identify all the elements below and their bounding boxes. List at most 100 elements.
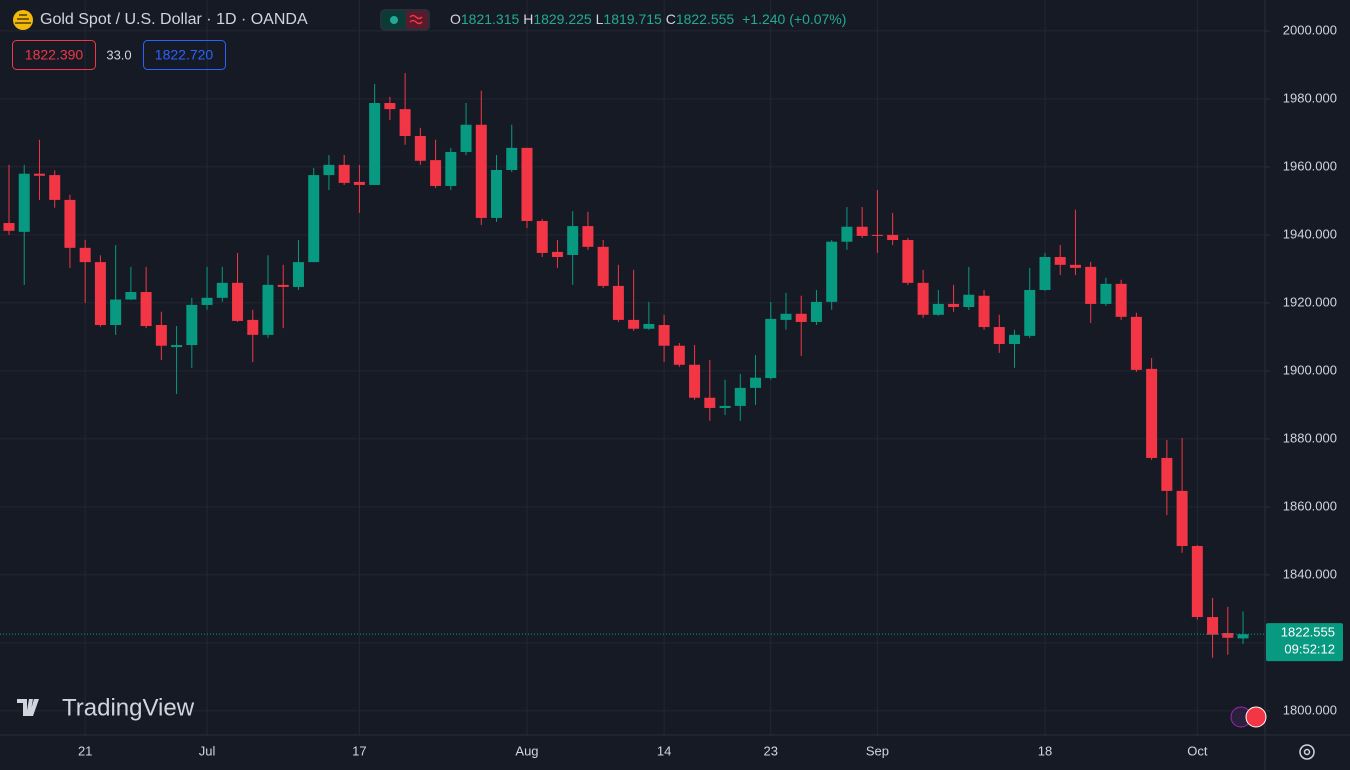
candle-body [948, 303, 960, 307]
candle-body [1039, 257, 1051, 290]
watermark[interactable]: TradingView [62, 694, 195, 721]
candle-body [369, 103, 381, 185]
status-icon [409, 14, 423, 25]
candle-body [353, 181, 365, 185]
y-tick-label: 1800.000 [1283, 702, 1337, 717]
candle-body [1009, 334, 1021, 345]
logo-mark [17, 699, 39, 716]
candle-body [871, 234, 883, 236]
candle-body [292, 262, 304, 287]
candle-body [460, 124, 472, 152]
x-tick-label: Sep [866, 743, 889, 758]
candle-body [521, 147, 533, 221]
candle-body [1130, 316, 1142, 370]
candle-body [247, 319, 259, 335]
candle-body [3, 223, 15, 231]
candle-body [64, 199, 76, 248]
candle-body [140, 292, 152, 327]
candle-body [414, 135, 426, 161]
candle-body [49, 175, 61, 200]
candle-body [932, 303, 944, 315]
last-price-label: 1822.555 [1281, 625, 1335, 640]
candle-body [216, 282, 228, 298]
last-price-box [1266, 623, 1343, 662]
x-tick-label: Aug [515, 743, 538, 758]
sell-price: 1822.390 [25, 47, 84, 63]
candle-body [491, 169, 503, 218]
candle-body [125, 292, 137, 300]
price-overlay: 1822.555 09:52:12 [0, 623, 1343, 662]
x-tick-label: 18 [1038, 743, 1052, 758]
chart-title[interactable]: Gold Spot / U.S. Dollar · 1D · OANDA [40, 11, 308, 28]
y-tick-label: 1860.000 [1283, 498, 1337, 513]
candle-body [628, 319, 640, 329]
x-tick-label: Jul [199, 743, 216, 758]
candle-body [1207, 617, 1219, 635]
candle-body [612, 285, 624, 320]
status-delay [406, 11, 428, 29]
ohlc-change: +1.240 (+0.07%) [742, 11, 846, 27]
ohlc-key: C [666, 11, 676, 27]
candle-body [689, 364, 701, 398]
candle-body [18, 173, 30, 232]
candle-body [1146, 368, 1158, 458]
ohlc-key: O [450, 11, 461, 27]
candle-body [887, 234, 899, 241]
ohlc-legend: O1821.315 H1829.225 L1819.715 C1822.555 … [450, 11, 846, 27]
candle-body [1054, 257, 1066, 265]
x-tick-label: 17 [352, 743, 366, 758]
sell-button[interactable] [12, 40, 96, 70]
candle-body [445, 151, 457, 186]
candle-body [506, 147, 518, 170]
candle-body [94, 262, 106, 326]
candle-body [110, 299, 122, 326]
candle-body [795, 313, 807, 322]
symbol-icon-glyph [15, 14, 31, 24]
y-tick-label: 1940.000 [1283, 226, 1337, 241]
y-tick-label: 1840.000 [1283, 566, 1337, 581]
countdown-label: 09:52:12 [1284, 642, 1335, 657]
candle-body [475, 124, 487, 218]
ohlc-value: 1822.555 [676, 11, 735, 27]
y-tick-label: 1980.000 [1283, 90, 1337, 105]
candle-body [978, 295, 990, 328]
candle-body [1085, 266, 1097, 304]
buy-button[interactable] [143, 40, 226, 70]
ohlc-value: 1819.715 [603, 11, 662, 27]
candle-body [155, 325, 167, 346]
ohlc-value: 1821.315 [461, 11, 520, 27]
candle-body [1024, 289, 1036, 336]
candle-body [1115, 283, 1127, 317]
candle-body [582, 226, 594, 247]
candle-body [673, 345, 685, 365]
settings-icon[interactable] [1299, 744, 1315, 760]
candle-body [993, 327, 1005, 345]
flag-icon[interactable] [1245, 706, 1267, 728]
candle-body [1237, 634, 1249, 639]
candle-body [658, 325, 670, 346]
candle-body [79, 247, 91, 263]
candle-body [856, 226, 868, 236]
candles [3, 73, 1249, 658]
y-tick-label: 2000.000 [1283, 22, 1337, 37]
candle-body [567, 226, 579, 255]
candle-body [719, 405, 731, 408]
candle-body [171, 345, 183, 348]
y-tick-label: 1920.000 [1283, 294, 1337, 309]
candle-body [551, 251, 563, 258]
candle-body [536, 220, 548, 253]
candle-body [201, 297, 213, 305]
x-tick-label: Oct [1187, 743, 1208, 758]
candle-body [1222, 633, 1234, 638]
x-tick-label: 23 [764, 743, 778, 758]
candle-body [338, 164, 350, 183]
candle-body [734, 387, 746, 406]
candle-body [262, 284, 274, 335]
candle-body [33, 173, 45, 176]
y-tick-label: 1960.000 [1283, 158, 1337, 173]
candle-body [384, 103, 396, 110]
candle-body [1161, 457, 1173, 491]
x-tick-label: 14 [657, 743, 671, 758]
